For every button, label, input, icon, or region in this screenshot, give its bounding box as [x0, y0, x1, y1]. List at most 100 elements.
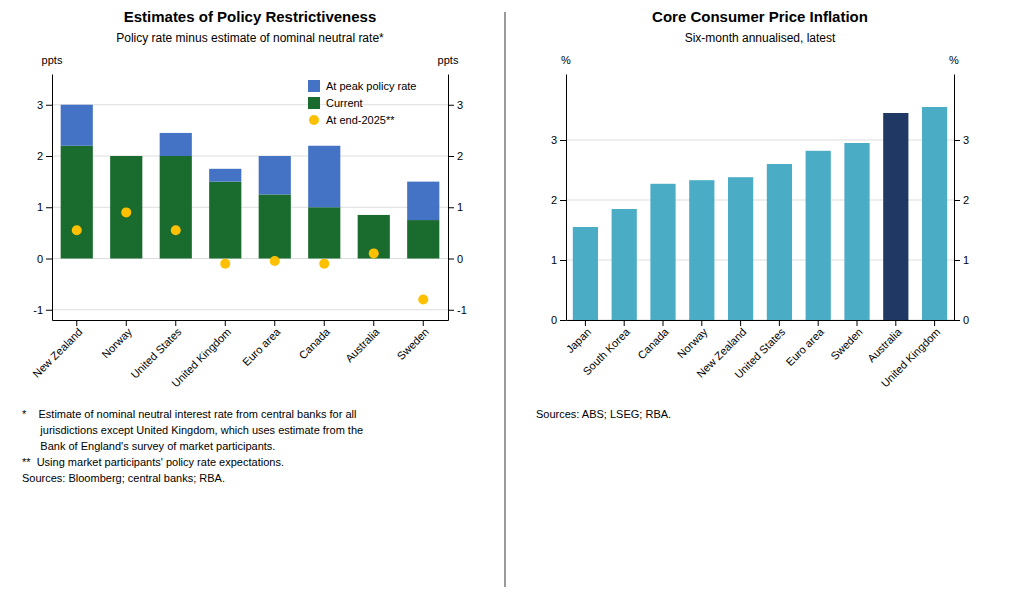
legend-swatch [308, 80, 320, 92]
bar [407, 182, 439, 220]
tick-label: 2 [551, 194, 557, 206]
tick-mark [225, 320, 226, 326]
marks [61, 105, 440, 305]
tick: Canada [635, 320, 671, 361]
tick-label: Sweden [394, 326, 431, 363]
bar [110, 156, 142, 259]
bar [844, 143, 869, 320]
footnote: Sources: Bloomberg; central banks; RBA. [22, 472, 225, 484]
tick-mark [560, 200, 566, 201]
bar [259, 156, 291, 194]
tick-label: South Korea [580, 325, 632, 377]
tick: New Zealand [30, 320, 84, 380]
tick-mark [423, 320, 424, 326]
axis-line [52, 75, 53, 321]
tick: 0 [448, 253, 463, 265]
bar [650, 184, 675, 320]
axis-title: ppts [438, 54, 459, 66]
bar [160, 156, 192, 259]
tick-mark [560, 260, 566, 261]
tick-mark [701, 320, 702, 326]
tick: 2 [551, 194, 566, 206]
tick-mark [857, 320, 858, 326]
panel: New ZealandNorwayUnited StatesUnited Kin… [22, 8, 467, 484]
axis-line [566, 75, 567, 321]
tick-mark [779, 320, 780, 326]
bar [689, 180, 714, 320]
tick-label: 3 [963, 134, 969, 146]
panel: JapanSouth KoreaCanadaNorwayNew ZealandU… [536, 8, 969, 420]
tick: 3 [448, 99, 463, 111]
bar [573, 227, 598, 320]
tick-mark [175, 320, 176, 326]
title: Estimates of Policy Restrictiveness [124, 8, 377, 25]
bar [806, 151, 831, 320]
axis: -10123 [448, 75, 467, 321]
axis: JapanSouth KoreaCanadaNorwayNew ZealandU… [564, 320, 955, 389]
tick-label: 2 [963, 194, 969, 206]
bar [308, 146, 340, 208]
tick-mark [954, 320, 960, 321]
tick-label: Canada [635, 325, 671, 361]
tick-mark [46, 105, 52, 106]
tick-mark [373, 320, 374, 326]
legend: At peak policy rateCurrentAt end-2025** [308, 80, 417, 126]
tick-mark [448, 259, 454, 260]
tick: Canada [296, 320, 332, 361]
tick: -1 [448, 304, 467, 316]
tick-label: 3 [37, 99, 43, 111]
tick-mark [560, 140, 566, 141]
bar [922, 107, 947, 320]
footnote: Sources: ABS; LSEG; RBA. [536, 408, 671, 420]
tick-mark [448, 207, 454, 208]
tick: South Korea [580, 320, 632, 377]
tick: 0 [551, 314, 566, 326]
tick-label: 3 [551, 134, 557, 146]
tick: United States [128, 320, 184, 381]
legend-swatch [309, 115, 319, 125]
tick: United Kingdom [879, 320, 943, 389]
tick-label: Australia [343, 325, 382, 364]
tick-mark [663, 320, 664, 326]
tick-label: 1 [551, 254, 557, 266]
bar [160, 133, 192, 156]
bar-series [61, 105, 440, 220]
tick-mark [560, 320, 566, 321]
tick-label: Australia [865, 325, 904, 364]
tick-mark [46, 156, 52, 157]
tick-mark [274, 320, 275, 326]
point-series [72, 207, 429, 304]
tick-mark [895, 320, 896, 326]
axis-line [53, 320, 449, 321]
bar-series [61, 146, 440, 259]
axis: 0 1 2 3 [551, 75, 567, 327]
tick-mark [934, 320, 935, 326]
tick: Australia [343, 320, 382, 364]
tick-mark [954, 200, 960, 201]
bar [407, 220, 439, 258]
tick: Sweden [828, 320, 865, 362]
tick-mark [818, 320, 819, 326]
tick: Norway [675, 320, 710, 360]
tick-label: Euro area [783, 325, 826, 368]
point [171, 225, 181, 235]
tick: 1 [448, 201, 463, 213]
tick-label: 2 [37, 150, 43, 162]
bar [728, 177, 753, 320]
tick-mark [448, 310, 454, 311]
tick-mark [954, 140, 960, 141]
tick-label: Norway [99, 325, 134, 360]
tick-label: 1 [37, 201, 43, 213]
point [220, 259, 230, 269]
marks [573, 107, 947, 320]
tick-label: -1 [33, 304, 43, 316]
tick: 1 [551, 254, 566, 266]
tick-mark [740, 320, 741, 326]
bar [61, 146, 93, 259]
bar [308, 207, 340, 258]
axis-line [448, 75, 449, 321]
tick-label: Sweden [828, 326, 865, 363]
point [418, 295, 428, 305]
axis-line [954, 75, 955, 321]
point [121, 207, 131, 217]
